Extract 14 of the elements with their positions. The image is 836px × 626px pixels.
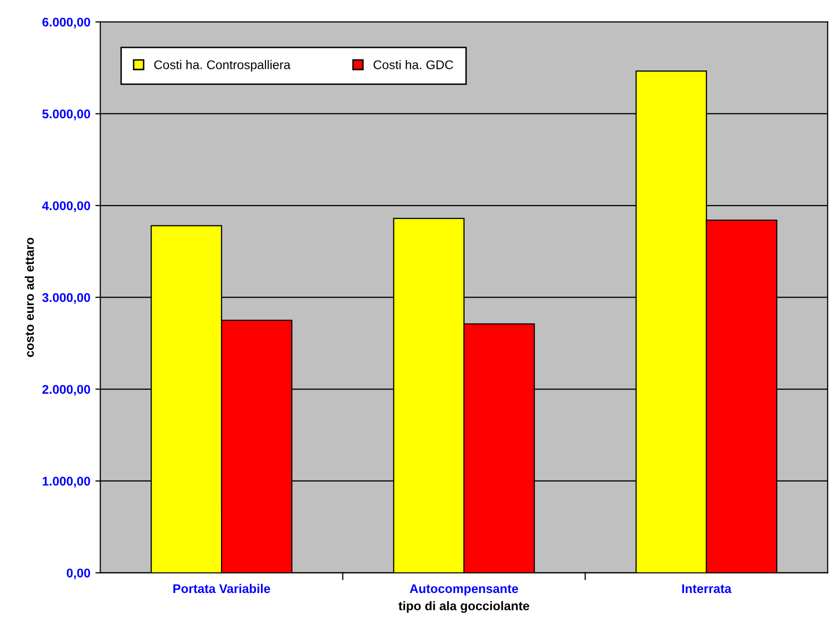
y-tick-label: 5.000,00: [42, 110, 90, 120]
y-tick-label: 3.000,00: [42, 293, 90, 304]
legend-label: Costi ha. GDC: [374, 60, 454, 70]
y-tick-label: 0,00: [66, 568, 90, 580]
x-tick-label: Portata Variabile: [173, 584, 270, 594]
x-tick-label: Interrata: [682, 584, 732, 594]
x-axis-title: tipo di ala gocciolante: [398, 601, 530, 613]
y-tick-label: 6.000,00: [42, 18, 90, 28]
y-tick-label: 1.000,00: [42, 476, 90, 488]
legend-label: Costi ha. Controspalliera: [154, 60, 290, 72]
y-tick-label: 2.000,00: [42, 384, 90, 396]
y-tick-label: 4.000,00: [42, 201, 90, 212]
x-tick-label: Autocompensante: [410, 584, 518, 596]
y-axis-title: costo euro ad ettaro: [24, 238, 34, 357]
